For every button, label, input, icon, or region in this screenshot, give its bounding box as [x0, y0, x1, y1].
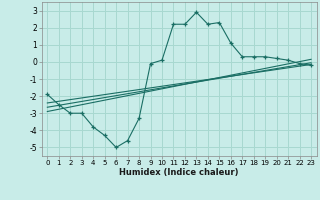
X-axis label: Humidex (Indice chaleur): Humidex (Indice chaleur) — [119, 168, 239, 177]
